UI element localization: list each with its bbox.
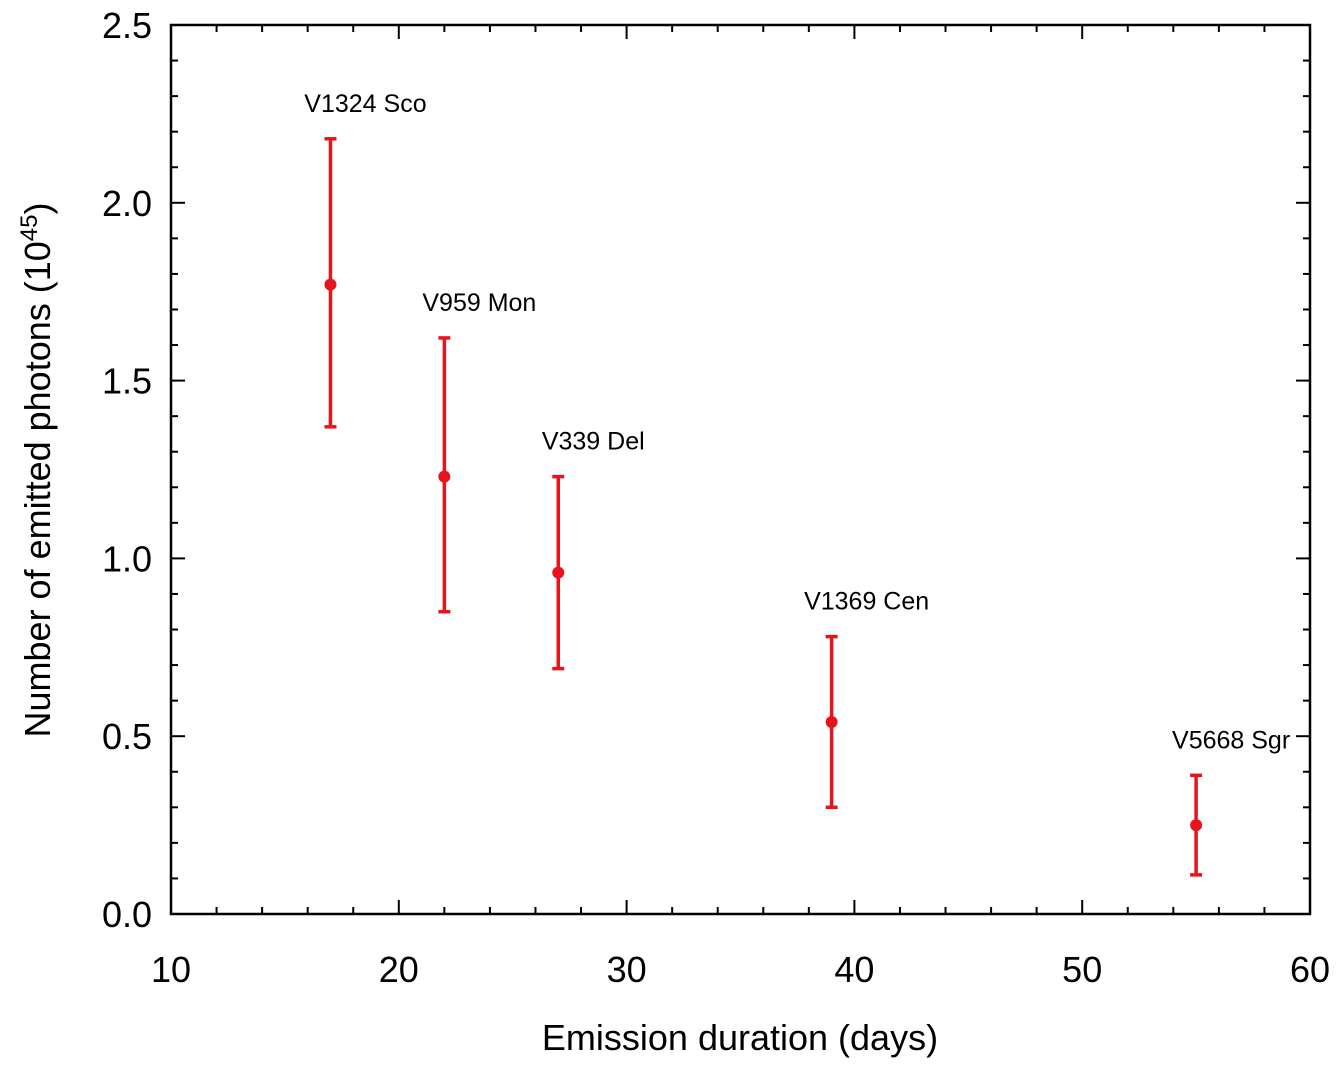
- x-tick-label: 10: [151, 949, 191, 990]
- y-tick-labels: 0.0 0.5 1.0 1.5 2.0 2.5: [102, 5, 152, 935]
- data-point: [1190, 819, 1203, 832]
- x-tick-label: 50: [1062, 949, 1102, 990]
- data-point-group: V1369 Cen: [804, 588, 929, 810]
- y-tick-label: 2.0: [102, 183, 152, 224]
- data-point: [825, 715, 838, 728]
- data-point-group: V959 Mon: [422, 289, 536, 614]
- data-points: V1324 Sco V959 Mon V339 Del V1369 Cen V5668 …: [304, 90, 1290, 877]
- data-point: [552, 566, 565, 579]
- plot-frame: [169, 23, 1312, 916]
- y-tick-label: 0.0: [102, 894, 152, 935]
- data-point: [324, 278, 337, 291]
- x-tick-labels: 10 20 30 40 50 60: [151, 949, 1330, 990]
- y-axis-title: Number of emitted photons (1045): [16, 203, 58, 738]
- x-tick-label: 20: [379, 949, 419, 990]
- data-point: [438, 470, 451, 483]
- x-axis-title: Emission duration (days): [542, 1017, 938, 1058]
- data-point-group: V339 Del: [542, 428, 645, 671]
- data-point-label: V339 Del: [542, 428, 645, 456]
- data-point-label: V959 Mon: [422, 289, 536, 317]
- y-tick-label: 1.5: [102, 361, 152, 402]
- data-point-label: V1369 Cen: [804, 588, 929, 616]
- y-tick-label: 2.5: [102, 5, 152, 46]
- data-point-group: V5668 Sgr: [1172, 726, 1290, 877]
- y-axis-title-close: ): [17, 203, 58, 215]
- data-point-label: V5668 Sgr: [1172, 726, 1290, 754]
- data-point-label: V1324 Sco: [304, 90, 426, 118]
- x-tick-label: 30: [607, 949, 647, 990]
- y-tick-label: 0.5: [102, 716, 152, 757]
- y-axis-title-main: Number of emitted photons (10: [17, 241, 58, 737]
- axis-ticks: [170, 24, 1311, 915]
- y-axis-title-exponent: 45: [16, 215, 43, 242]
- x-tick-label: 40: [834, 949, 874, 990]
- x-tick-label: 60: [1290, 949, 1330, 990]
- data-point-group: V1324 Sco: [304, 90, 427, 429]
- y-tick-label: 1.0: [102, 538, 152, 579]
